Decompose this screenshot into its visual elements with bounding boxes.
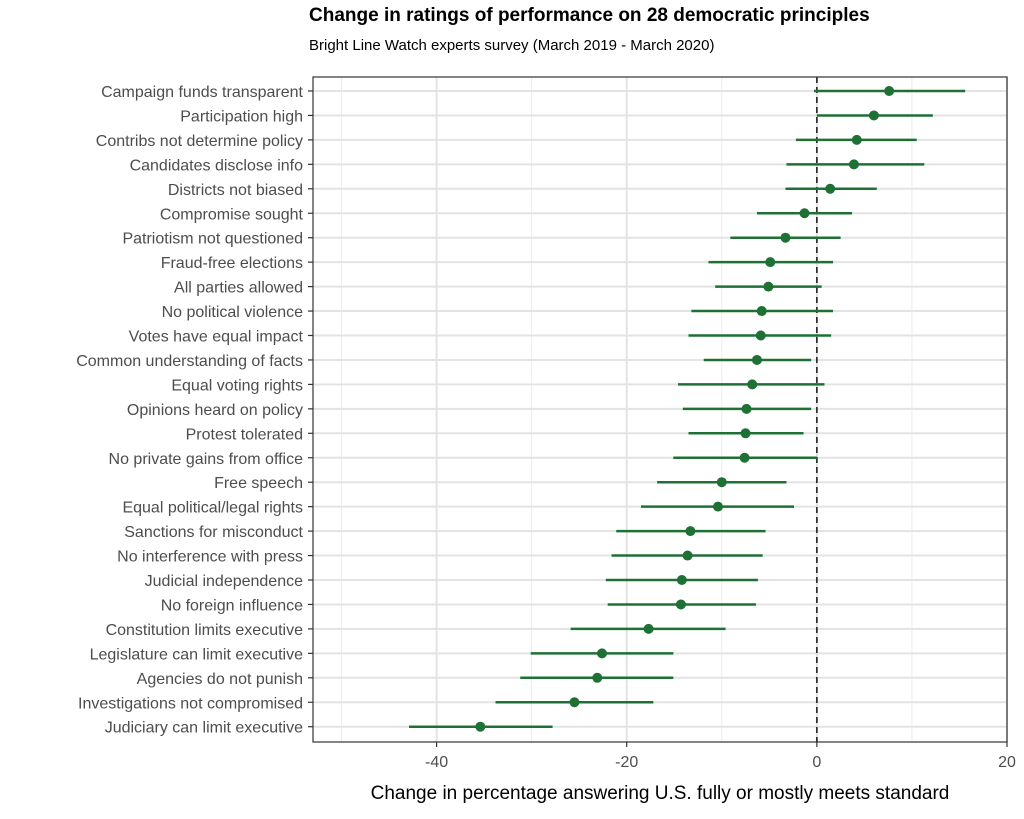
y-tick-label: Protest tolerated bbox=[186, 426, 303, 443]
estimate-point bbox=[475, 721, 486, 732]
y-tick-label: Judicial independence bbox=[145, 573, 303, 590]
y-tick-label: All parties allowed bbox=[174, 280, 303, 297]
x-tick-label: -40 bbox=[425, 754, 448, 771]
y-tick-label: Patriotism not questioned bbox=[122, 231, 303, 248]
estimate-point bbox=[747, 379, 758, 390]
estimate-point bbox=[825, 183, 836, 194]
estimate-point bbox=[884, 86, 895, 96]
x-tick-label: 0 bbox=[812, 754, 821, 771]
y-tick-label: No political violence bbox=[162, 304, 304, 321]
estimate-point bbox=[712, 501, 723, 512]
estimate-point bbox=[755, 330, 766, 341]
estimate-point bbox=[716, 477, 727, 488]
estimate-point bbox=[756, 306, 767, 317]
y-tick-label: Equal political/legal rights bbox=[122, 500, 303, 517]
estimate-point bbox=[569, 697, 580, 708]
y-tick-label: No private gains from office bbox=[109, 451, 304, 468]
estimate-point bbox=[799, 208, 810, 219]
estimate-point bbox=[780, 232, 791, 243]
estimate-point bbox=[751, 354, 762, 365]
y-tick-label: Legislature can limit executive bbox=[90, 646, 304, 663]
estimate-point bbox=[740, 428, 751, 439]
x-tick-label: -20 bbox=[615, 754, 638, 771]
y-tick-label: Candidates disclose info bbox=[130, 157, 304, 174]
x-tick-label: 20 bbox=[998, 754, 1016, 771]
y-tick-label: Agencies do not punish bbox=[137, 671, 303, 688]
estimate-point bbox=[868, 110, 879, 121]
point-layer bbox=[475, 86, 895, 732]
y-tick-label: Districts not biased bbox=[168, 182, 303, 199]
y-tick-label: No interference with press bbox=[117, 549, 303, 566]
y-tick-label: Participation high bbox=[180, 108, 303, 125]
y-tick-label: Contribs not determine policy bbox=[96, 133, 303, 150]
estimate-point bbox=[643, 623, 654, 634]
estimate-point bbox=[682, 550, 693, 561]
estimate-point bbox=[675, 599, 686, 610]
estimate-point bbox=[765, 257, 776, 268]
chart-title: Change in ratings of performance on 28 d… bbox=[309, 5, 870, 26]
y-tick-label: Votes have equal impact bbox=[129, 329, 304, 346]
y-tick-label: Campaign funds transparent bbox=[101, 84, 303, 101]
estimate-point bbox=[685, 526, 696, 537]
estimate-point bbox=[851, 134, 862, 145]
y-tick-label: Fraud-free elections bbox=[161, 255, 303, 272]
y-tick-label: Sanctions for misconduct bbox=[124, 524, 303, 541]
y-tick-layer: Campaign funds transparent Participation … bbox=[76, 84, 313, 737]
plot-panel-border bbox=[312, 76, 1008, 743]
estimate-point bbox=[739, 452, 750, 463]
estimate-point bbox=[676, 575, 687, 585]
y-tick-label: Compromise sought bbox=[160, 206, 304, 223]
estimate-point bbox=[763, 281, 774, 292]
y-tick-label: Judiciary can limit executive bbox=[105, 720, 303, 737]
y-tick-label: Equal voting rights bbox=[171, 377, 303, 394]
y-tick-label: Investigations not compromised bbox=[78, 695, 303, 712]
x-axis-title: Change in percentage answering U.S. full… bbox=[371, 783, 950, 804]
estimate-point bbox=[848, 159, 859, 170]
chart-subtitle: Bright Line Watch experts survey (March … bbox=[309, 37, 715, 54]
x-tick-layer: -40 -20 0 20 bbox=[425, 742, 1016, 771]
y-tick-label: Free speech bbox=[214, 475, 303, 492]
y-tick-label: Common understanding of facts bbox=[76, 353, 303, 370]
estimate-point bbox=[592, 672, 603, 683]
estimate-point bbox=[741, 403, 752, 414]
estimate-point bbox=[597, 648, 608, 659]
y-tick-label: Opinions heard on policy bbox=[127, 402, 303, 419]
y-tick-label: No foreign influence bbox=[161, 597, 303, 614]
y-tick-label: Constitution limits executive bbox=[106, 622, 304, 639]
